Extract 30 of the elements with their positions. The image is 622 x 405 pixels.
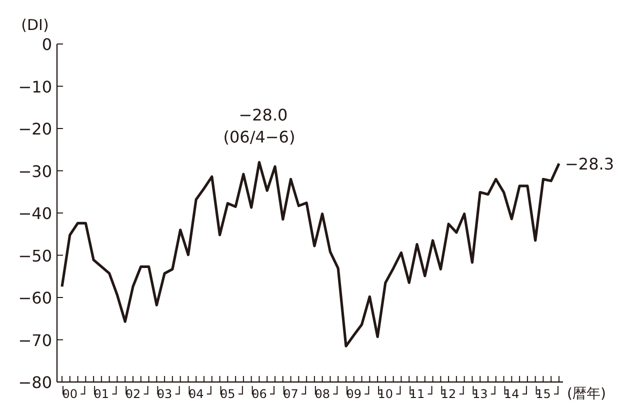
- x-tick-label: 13: [472, 387, 488, 401]
- x-tick-label: 12: [440, 387, 456, 401]
- x-tick-label: 15: [536, 387, 551, 401]
- x-axis-title: (暦年): [567, 386, 606, 402]
- y-tick-label: −70: [18, 330, 52, 350]
- y-tick-label: −10: [18, 77, 52, 96]
- x-tick-label: 07: [283, 387, 298, 401]
- x-tick-label: 05: [220, 387, 236, 401]
- x-tick-label: 08: [314, 387, 330, 401]
- y-tick-label: −30: [18, 162, 52, 181]
- x-tick-label: 00: [62, 387, 78, 401]
- x-tick-label: 11: [409, 387, 425, 401]
- x-tick-label: 14: [504, 387, 520, 401]
- annotation: −28.0: [238, 105, 288, 124]
- y-tick-label: −80: [18, 373, 52, 392]
- x-tick-label: 10: [378, 387, 394, 401]
- annotation: (06/4−6): [223, 127, 296, 146]
- y-tick-label: 0: [42, 35, 52, 54]
- x-tick-label: 06: [252, 387, 267, 401]
- x-tick-label: 04: [188, 387, 204, 401]
- line-series: [60, 161, 560, 348]
- y-axis-title: (DI): [21, 16, 49, 34]
- x-tick-label: 03: [156, 387, 172, 401]
- y-tick-label: −20: [18, 120, 52, 138]
- y-tick-label: −60: [18, 288, 52, 308]
- y-tick-label: −40: [18, 204, 52, 223]
- y-tick-label: −50: [18, 246, 52, 266]
- x-tick-label: 09: [346, 387, 362, 401]
- x-tick-label: 02: [125, 387, 141, 401]
- text: −28.3: [565, 154, 614, 174]
